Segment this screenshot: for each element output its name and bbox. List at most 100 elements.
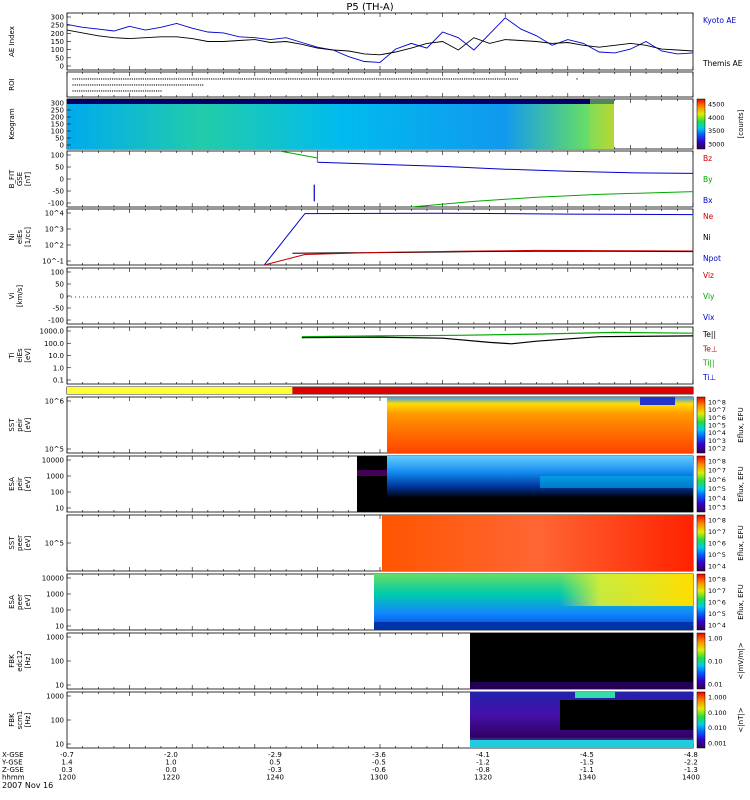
x-axis: X-GSE -0.7 -2.0 -2.9 -3.6 -4.1 -4.5 -4.8 Y-GSE 1.… bbox=[1, 751, 700, 782]
roi-dot bbox=[155, 84, 158, 86]
y-axis-label-sst_ions: SST bbox=[8, 418, 16, 432]
roi-dot bbox=[127, 78, 129, 80]
sst-ion-spectrogram bbox=[387, 397, 693, 453]
y-tick-label: 100 bbox=[51, 46, 64, 54]
roi-dot bbox=[140, 90, 142, 92]
colorbar-label: Eflux, EFU bbox=[737, 407, 745, 442]
esa-ion-start-band bbox=[357, 470, 387, 476]
roi-dot bbox=[125, 84, 127, 86]
roi-dot bbox=[380, 78, 382, 80]
roi-dot bbox=[158, 84, 160, 86]
y-axis-label-bfield: [nT] bbox=[24, 172, 32, 186]
roi-dot bbox=[125, 78, 127, 80]
x-axis-value: 1200 bbox=[58, 774, 76, 782]
y-axis-label-density: [1/cc] bbox=[24, 227, 32, 247]
y-tick-label: -50 bbox=[53, 188, 64, 196]
ae-series-line bbox=[66, 17, 694, 63]
roi-dot bbox=[96, 90, 98, 92]
density-series-line bbox=[263, 212, 694, 266]
x-axis-value: -2.9 bbox=[268, 751, 282, 759]
roi-dot bbox=[166, 78, 169, 80]
roi-dot bbox=[122, 84, 125, 86]
legend-entry: Kyoto AE bbox=[703, 16, 736, 25]
roi-dot bbox=[129, 78, 131, 80]
y-axis-label-esa_ions: peir bbox=[16, 477, 24, 491]
roi-dot bbox=[149, 90, 151, 92]
roi-dot bbox=[349, 78, 351, 80]
roi-dot bbox=[422, 78, 424, 80]
colorbar-tick-label: 0.10 bbox=[708, 658, 722, 666]
y-axis-label-temperature: eiEs bbox=[16, 348, 24, 363]
legend-entry: Te|| bbox=[702, 330, 716, 339]
roi-dot bbox=[375, 78, 378, 80]
roi-dot bbox=[360, 78, 362, 80]
roi-dot bbox=[499, 78, 501, 80]
roi-dot bbox=[74, 90, 76, 92]
roi-dot bbox=[114, 78, 116, 80]
roi-dot bbox=[116, 84, 118, 86]
colorbar-tick-label: 10^4 bbox=[708, 494, 726, 502]
roi-dot bbox=[455, 78, 457, 80]
y-tick-label: 10 bbox=[55, 741, 64, 749]
roi-dot bbox=[325, 78, 327, 80]
roi-dot bbox=[175, 78, 178, 80]
roi-dot bbox=[470, 78, 472, 80]
colorbar-tick-label: 10^8 bbox=[708, 517, 726, 525]
roi-dot bbox=[516, 78, 519, 80]
roi-dot bbox=[254, 78, 257, 80]
roi-dot bbox=[334, 78, 336, 80]
y-axis-label-sst_electrons: peer bbox=[16, 535, 24, 551]
roi-dot bbox=[450, 78, 453, 80]
roi-dot bbox=[85, 78, 87, 80]
roi-dot bbox=[83, 84, 85, 86]
roi-dot bbox=[151, 90, 153, 92]
y-axis-label-roi: ROI bbox=[8, 78, 16, 90]
roi-dot bbox=[103, 78, 105, 80]
fbk-b-burst bbox=[575, 692, 615, 698]
roi-dot bbox=[274, 78, 277, 80]
y-tick-label: 50 bbox=[55, 54, 64, 62]
roi-dot bbox=[356, 78, 358, 80]
roi-dot bbox=[98, 90, 101, 92]
x-axis-value: 1240 bbox=[266, 774, 284, 782]
roi-dot bbox=[186, 78, 189, 80]
y-axis-label-sst_electrons: [eV] bbox=[24, 535, 32, 550]
colorbar-label: [counts] bbox=[737, 109, 745, 138]
legend-entry: Npot bbox=[703, 254, 721, 263]
y-tick-label: 1000 bbox=[46, 591, 64, 599]
y-axis-label-sst_electrons: SST bbox=[8, 536, 16, 550]
y-tick-label: 100 bbox=[51, 152, 64, 160]
roi-dot bbox=[107, 90, 109, 92]
roi-dot bbox=[468, 78, 470, 80]
colorbar-sst_electrons bbox=[696, 514, 706, 572]
y-axis-label-ae: AE Index bbox=[8, 26, 16, 57]
roi-dot bbox=[261, 78, 263, 80]
roi-dot bbox=[202, 78, 204, 80]
x-axis-value: -3.6 bbox=[372, 751, 386, 759]
colorbar-tick-label: 10^5 bbox=[708, 422, 726, 430]
roi-dot bbox=[250, 78, 252, 80]
roi-dot bbox=[457, 78, 459, 80]
colorbar-label: <|nT|> bbox=[737, 707, 745, 732]
x-axis-value: -0.7 bbox=[60, 751, 74, 759]
roi-dot bbox=[353, 78, 356, 80]
roi-dot bbox=[105, 78, 107, 80]
y-axis-label-esa_ions: [eV] bbox=[24, 476, 32, 491]
y-tick-label: 0 bbox=[60, 293, 64, 301]
roi-dot bbox=[136, 78, 138, 80]
legend-entry: Te⊥ bbox=[702, 344, 717, 353]
roi-dot bbox=[296, 78, 299, 80]
colorbar-tick-label: 10^6 bbox=[708, 599, 726, 607]
colorbar-tick-label: 10^5 bbox=[708, 551, 726, 559]
x-axis-value: 0.3 bbox=[61, 766, 72, 774]
roi-dot bbox=[122, 90, 125, 92]
y-tick-label: 10 bbox=[55, 505, 64, 513]
roi-dot bbox=[153, 84, 156, 86]
roi-dot bbox=[136, 84, 138, 86]
colorbar-tick-label: 10^7 bbox=[708, 587, 726, 595]
roi-dot bbox=[83, 78, 85, 80]
roi-dot bbox=[164, 78, 167, 80]
roi-dot bbox=[483, 78, 486, 80]
roi-dot bbox=[320, 78, 323, 80]
y-tick-label: -50 bbox=[53, 305, 64, 313]
